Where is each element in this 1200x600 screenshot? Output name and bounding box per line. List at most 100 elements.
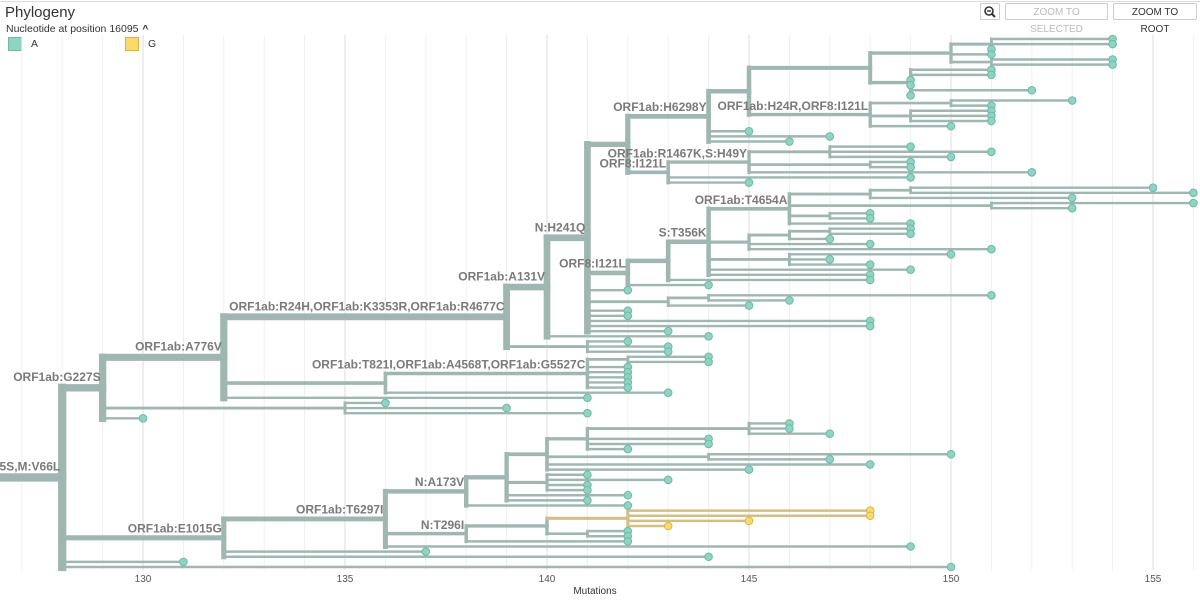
tip-node[interactable] [865,275,875,285]
zoom-to-root-button[interactable]: ZOOM TO ROOT [1113,3,1197,35]
tip-node[interactable] [623,378,633,387]
tip-node[interactable] [704,439,713,449]
tip-node[interactable] [906,142,915,151]
tip-node[interactable] [906,80,915,90]
tip-node[interactable] [865,214,875,223]
tip-node[interactable] [583,485,592,495]
tip-node[interactable] [583,496,592,505]
tip-node[interactable] [381,398,390,408]
tip-node[interactable] [865,511,875,521]
tip-node[interactable] [583,480,592,490]
tip-node[interactable] [785,419,794,428]
tip-node[interactable] [421,547,431,556]
tip-node[interactable] [987,106,996,116]
tip-node[interactable] [987,291,996,300]
tip-node[interactable] [744,465,754,474]
tip-node[interactable] [987,244,996,254]
tip-node[interactable] [623,285,633,295]
tip-node[interactable] [623,362,633,372]
tip-node[interactable] [865,321,875,331]
tip-node[interactable] [1108,39,1117,49]
tip-node[interactable] [987,116,996,126]
tip-node[interactable] [583,393,592,403]
tip-node[interactable] [946,152,956,162]
tip-node[interactable] [906,157,915,167]
tip-node[interactable] [1108,34,1117,44]
zoom-to-selected-button[interactable]: ZOOM TO SELECTED [1005,3,1108,35]
tip-node[interactable] [138,414,148,423]
tip-node[interactable] [623,306,633,315]
tip-node[interactable] [825,255,835,264]
tip-node[interactable] [663,388,673,398]
tip-node[interactable] [502,403,511,413]
tip-node[interactable] [906,229,915,239]
tip-node[interactable] [623,526,633,536]
tip-node[interactable] [987,65,996,75]
tip-node[interactable] [623,490,633,500]
tip-node[interactable] [1108,55,1117,64]
color-by-toggle[interactable]: Nucleotide at position 16095 ^ [6,23,148,35]
tip-node[interactable] [1027,167,1037,177]
tip-node[interactable] [906,173,915,182]
tip-node[interactable] [906,224,915,233]
tip-node[interactable] [1189,188,1198,198]
tip-node[interactable] [704,357,713,367]
tip-node[interactable] [744,126,754,136]
tip-node[interactable] [987,147,996,157]
legend-item-a[interactable]: A [8,37,38,51]
tip-node[interactable] [865,270,875,280]
tip-node[interactable] [704,434,713,444]
tip-node[interactable] [663,326,673,336]
tip-node[interactable] [704,280,713,290]
legend-item-g[interactable]: G [125,37,156,51]
tip-node[interactable] [785,296,794,305]
tip-node[interactable] [744,178,754,187]
tip-node[interactable] [663,347,673,356]
tip-node[interactable] [825,429,835,439]
tip-node[interactable] [623,337,633,346]
tip-node[interactable] [865,260,875,269]
tip-node[interactable] [906,265,915,274]
tip-node[interactable] [583,408,592,418]
tip-node[interactable] [987,70,996,80]
tip-node[interactable] [987,44,996,54]
tip-node[interactable] [946,250,956,259]
tip-node[interactable] [623,537,633,546]
tip-node[interactable] [987,50,996,59]
tip-node[interactable] [946,562,956,572]
tip-node[interactable] [623,311,633,321]
tip-node[interactable] [865,316,875,326]
tip-node[interactable] [1148,183,1158,192]
tip-node[interactable] [704,332,713,341]
tip-node[interactable] [1067,203,1077,213]
tip-node[interactable] [663,342,673,351]
tip-node[interactable] [865,506,875,515]
tip-node[interactable] [906,91,915,100]
tip-node[interactable] [825,132,835,141]
tip-node[interactable] [623,367,633,377]
tip-node[interactable] [1067,193,1077,203]
tip-node[interactable] [865,239,875,249]
tip-node[interactable] [1189,198,1198,208]
tip-node[interactable] [865,208,875,218]
tip-node[interactable] [1108,60,1117,69]
tip-node[interactable] [906,162,915,172]
tip-node[interactable] [1067,96,1077,105]
tip-node[interactable] [744,301,754,310]
tip-node[interactable] [987,111,996,121]
tip-node[interactable] [987,101,996,110]
tip-node[interactable] [179,557,188,567]
tip-node[interactable] [623,373,633,382]
tip-node[interactable] [623,501,633,510]
tip-node[interactable] [583,470,592,480]
zoom-out-button[interactable] [980,3,1000,20]
tip-node[interactable] [906,75,915,85]
tip-node[interactable] [1027,85,1037,95]
tip-node[interactable] [946,121,956,131]
tip-node[interactable] [623,444,633,454]
tip-node[interactable] [704,552,713,562]
tip-node[interactable] [865,460,875,469]
tip-node[interactable] [623,531,633,541]
tip-node[interactable] [946,449,956,459]
tip-node[interactable] [825,234,835,244]
